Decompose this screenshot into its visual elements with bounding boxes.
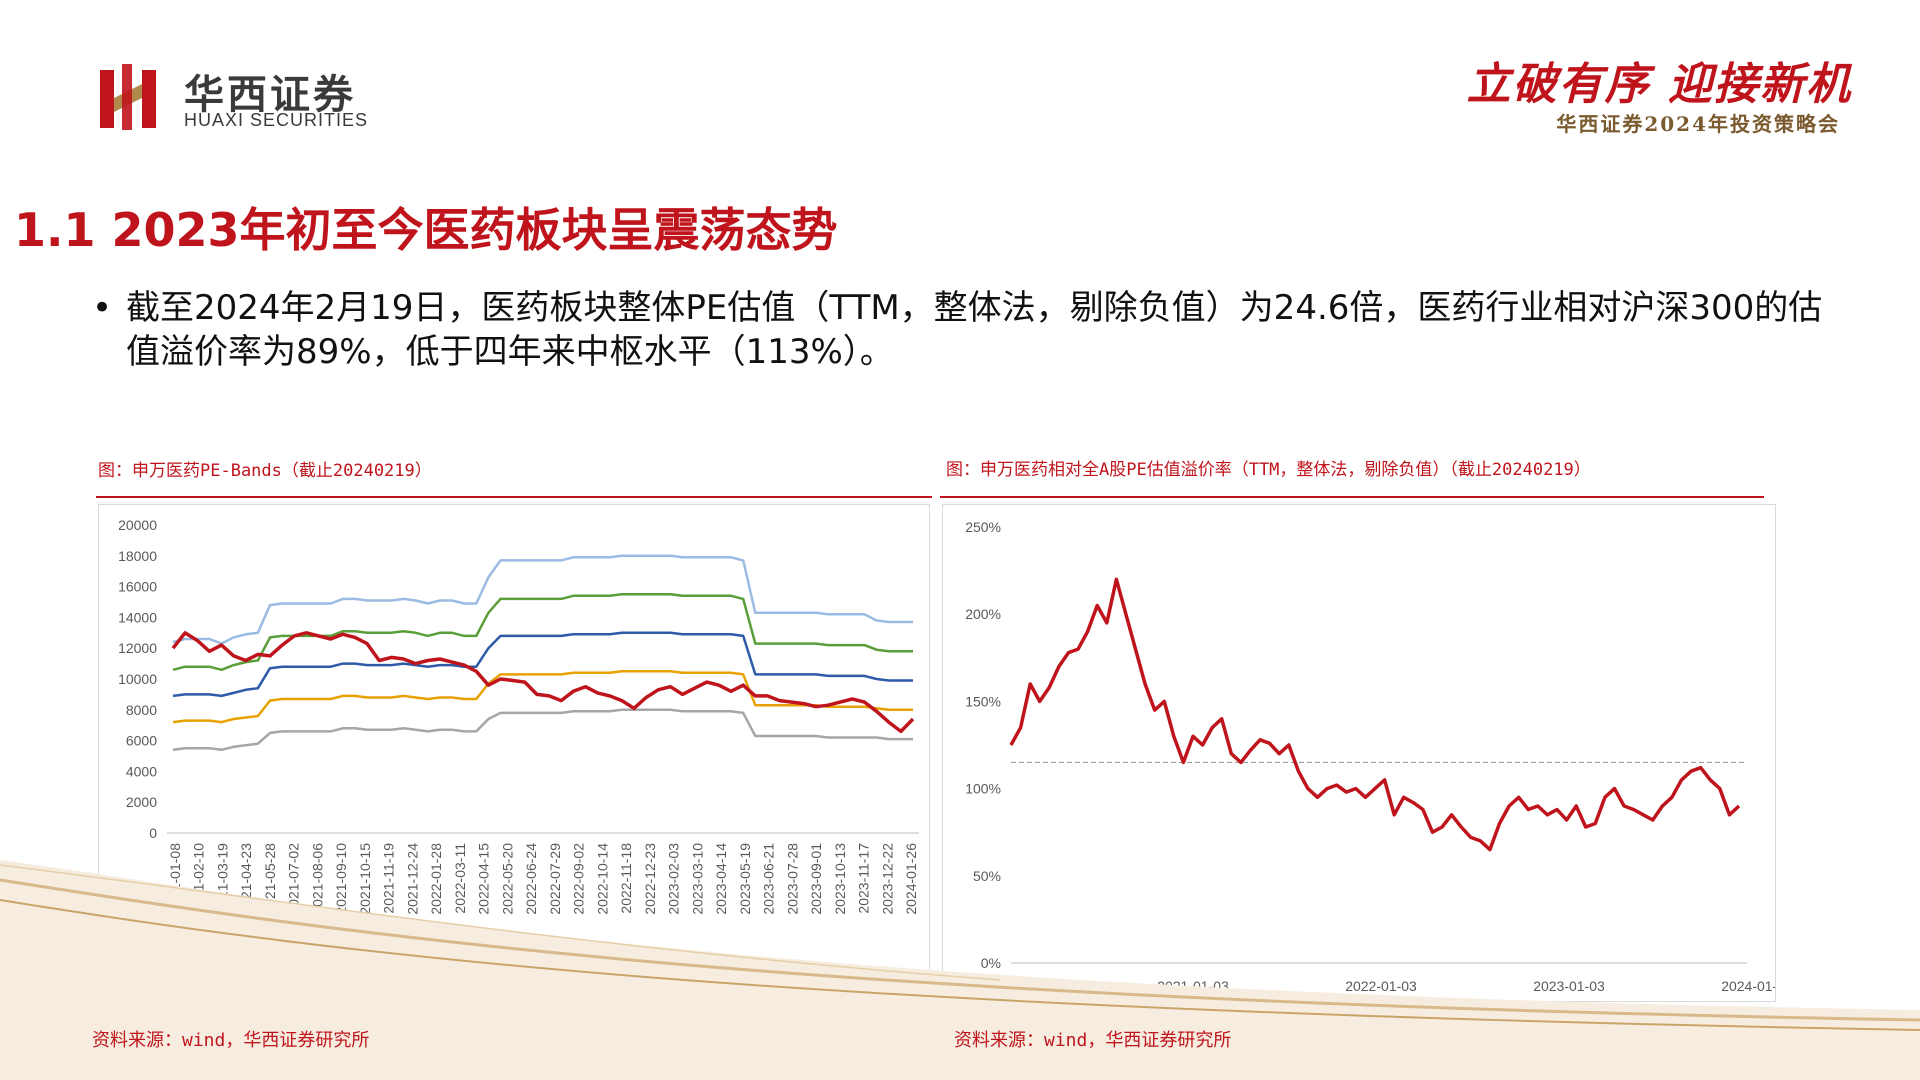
series-line-20_54x [172,708,913,752]
x-tick-label: 2022-01-28 [428,843,444,915]
x-tick-label: 2021-08-06 [309,843,325,915]
x-tick-label: 2022-12-23 [642,843,658,915]
x-tick-label: 2023-07-28 [784,843,800,915]
x-tick-label: 2024-01-26 [903,843,919,915]
x-tick-label: 2023-04-14 [713,843,729,915]
x-tick-label: 2022-03-11 [452,843,468,914]
y-tick-label: 50% [973,868,1001,884]
company-logo: 华西证券 HUAXI SECURITIES [98,60,458,140]
bullet-text: 截至2024年2月19日，医药板块整体PE估值（TTM，整体法，剔除负值）为24… [126,288,1823,372]
y-tick-label: 6000 [126,733,157,749]
premium-rate-svg: 0%50%100%150%200%250%2020-01-032021-01-0… [965,519,1793,994]
x-tick-label: 2021-09-10 [333,843,349,915]
series-line-46_46x [172,554,913,645]
y-tick-label: 8000 [126,702,157,718]
y-tick-label: 200% [965,606,1001,622]
bottom-decoration [0,860,1920,1080]
series-line-33_50x [172,631,913,698]
x-tick-label: 2023-01-03 [1533,978,1605,994]
y-tick-label: 2000 [126,794,157,810]
premium-rate-chart: 0%50%100%150%200%250%2020-01-032021-01-0… [942,504,1793,1002]
y-tick-label: 18000 [118,548,157,564]
x-tick-label: 2023-09-01 [808,843,824,915]
x-tick-label: 2023-11-17 [856,843,872,914]
y-tick-label: 250% [965,519,1001,535]
x-tick-label: 2021-07-02 [286,843,302,915]
y-tick-label: 100% [965,781,1001,797]
x-tick-label: 2022-06-24 [523,843,539,915]
y-tick-label: 0 [149,825,157,841]
x-tick-label: 2022-01-03 [1345,978,1417,994]
conference-name: 华西证券2024年投资策略会 [1556,112,1840,136]
logo-english-name: HUAXI SECURITIES [184,110,369,130]
premium-rate-line [1009,577,1741,852]
left-source-note: 资料来源：wind，华西证券研究所 [92,1030,370,1051]
x-tick-label: 2022-05-20 [499,843,515,915]
logo-chinese-name: 华西证券 [184,72,356,118]
page-title: 1.1 2023年初至今医药板块呈震荡态势 [14,203,838,257]
y-tick-label: 16000 [118,579,157,595]
x-tick-label: 2021-12-24 [404,843,420,915]
y-tick-label: 12000 [118,640,157,656]
x-tick-label: 2023-05-19 [737,843,753,915]
x-tick-label: 2023-02-03 [666,843,682,915]
y-tick-label: 0% [981,955,1001,971]
x-tick-label: 2023-12-22 [879,843,895,915]
y-tick-label: 4000 [126,763,157,779]
series-line-39_98x [172,593,913,672]
right-caption-divider [940,496,1764,498]
series-line-close [171,631,915,734]
left-caption-divider [96,496,932,498]
x-tick-label: 2022-07-29 [547,843,563,915]
y-tick-label: 10000 [118,671,157,687]
x-tick-label: 2021-11-19 [381,843,397,914]
x-tick-label: 2021-10-15 [357,843,373,915]
y-tick-label: 14000 [118,609,157,625]
x-tick-label: 2023-06-21 [761,843,777,915]
right-source-note: 资料来源：wind，华西证券研究所 [954,1030,1232,1051]
x-tick-label: 2022-09-02 [571,843,587,915]
right-chart-caption: 图：申万医药相对全A股PE估值溢价率（TTM，整体法，剔除负值）（截止20240… [946,460,1591,480]
x-tick-label: 2021-05-28 [262,843,278,915]
slogan: 立破有序 迎接新机 [1466,59,1852,110]
series-line-27_02x [172,670,913,724]
x-tick-label: 2023-10-13 [832,843,848,915]
x-tick-label: 2023-03-10 [689,843,705,915]
y-tick-label: 150% [965,693,1001,709]
x-tick-label: 2022-10-14 [594,843,610,915]
y-tick-label: 20000 [118,517,157,533]
x-tick-label: 2022-04-15 [476,843,492,915]
bullet-dot-icon: • [92,288,113,328]
x-tick-label: 2022-11-18 [618,843,634,914]
huaxi-logo-icon [100,64,156,130]
left-chart-caption: 图：申万医药PE-Bands（截止20240219） [98,461,432,481]
